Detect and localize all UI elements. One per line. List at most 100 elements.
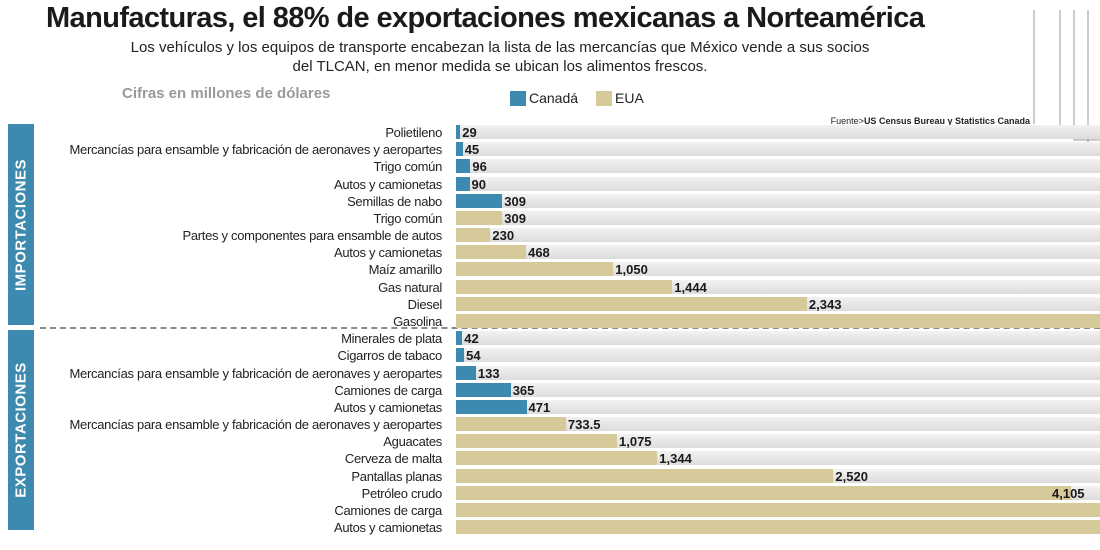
- bar: [456, 210, 503, 225]
- bar-label: Camiones de carga: [334, 382, 442, 398]
- source-prefix: Fuente>: [830, 116, 864, 126]
- chart-row: Mercancías para ensamble y fabricación d…: [0, 141, 1100, 158]
- bar: [456, 399, 527, 414]
- chart-row: Petróleo crudo 4,105: [0, 485, 1100, 502]
- bar-label: Petróleo crudo: [361, 485, 443, 501]
- chart-row: Autos y camionetas 468: [0, 244, 1100, 261]
- bar-track: [456, 434, 1100, 449]
- bar: [456, 520, 1100, 535]
- bar-label: Autos y camionetas: [333, 245, 442, 261]
- data-label: 309: [504, 193, 526, 209]
- bar-track: [456, 245, 1100, 260]
- bar-label: Autos y camionetas: [333, 176, 442, 192]
- bar: [456, 365, 476, 380]
- bar: [456, 485, 1071, 500]
- page-title: Manufacturas, el 88% de exportaciones me…: [46, 2, 925, 34]
- data-label: 42: [464, 331, 479, 347]
- bar: [456, 434, 617, 449]
- bar-label: Trigo común: [373, 210, 443, 226]
- bar: [456, 331, 463, 346]
- source-note: Fuente>US Census Bureau y Statistics Can…: [831, 116, 1030, 126]
- chart-row: Autos y camionetas: [0, 519, 1100, 536]
- bar-label: Aguacates: [383, 434, 442, 450]
- bar: [456, 159, 471, 174]
- chart-row: Autos y camionetas 90: [0, 176, 1100, 193]
- chart-row: Pantallas planas 2,520: [0, 468, 1100, 485]
- data-label: 90: [471, 176, 486, 192]
- bar-track: [456, 331, 1100, 346]
- chart-row: Diesel 2,343: [0, 296, 1100, 313]
- bar-label: Semillas de nabo: [347, 193, 442, 209]
- data-label: 133: [477, 365, 500, 381]
- data-label: 230: [492, 228, 515, 244]
- chart-row: Camiones de carga 365: [0, 382, 1100, 399]
- source-name: US Census Bureau y Statistics Canada: [863, 116, 1030, 126]
- chart-row: Maíz amarillo 1,050: [0, 261, 1100, 278]
- bar-label: Mercancías para ensamble y fabricación d…: [69, 142, 443, 158]
- bar: [456, 348, 465, 363]
- legend-label-eua: EUA: [615, 90, 644, 106]
- bar-label: Mercancías para ensamble y fabricación d…: [69, 417, 443, 433]
- bar-track: [456, 382, 1100, 397]
- chart-row: Minerales de plata 42: [0, 330, 1100, 347]
- bar-label: Polietileno: [385, 125, 442, 140]
- chart-row: Aguacates 1,075: [0, 433, 1100, 450]
- bar-label: Autos y camionetas: [333, 520, 442, 536]
- bar-label: Cerveza de malta: [344, 451, 442, 467]
- legend-label-canada: Canadá: [529, 90, 579, 106]
- bar-track: [456, 348, 1100, 363]
- chart-row: Gas natural 1,444: [0, 279, 1100, 296]
- bar: [456, 296, 807, 311]
- page-subtitle: Los vehículos y los equipos de transport…: [60, 38, 940, 76]
- bar: [456, 228, 491, 243]
- legend-swatch-canada: [510, 91, 526, 106]
- legend-item-eua: EUA: [596, 90, 644, 106]
- section-tab-importaciones: IMPORTACIONES: [8, 124, 34, 325]
- section-tab-exportaciones: EXPORTACIONES: [8, 330, 34, 530]
- legend-item-canada: Canadá: [510, 90, 578, 106]
- bar-track: [456, 262, 1100, 277]
- bar-label: Trigo común: [373, 159, 443, 175]
- data-label: 2,343: [808, 296, 842, 312]
- chart-row: Partes y componentes para ensamble de au…: [0, 227, 1100, 244]
- bar: [456, 417, 566, 432]
- chart-row: Mercancías para ensamble y fabricación d…: [0, 416, 1100, 433]
- bar: [456, 314, 1100, 328]
- chart-row: Cigarros de tabaco 54: [0, 347, 1100, 364]
- data-label: 471: [528, 399, 551, 415]
- subtitle-line-1: Los vehículos y los equipos de transport…: [130, 39, 870, 56]
- data-label: 733.5: [567, 417, 601, 433]
- data-label: 4,105: [1052, 485, 1085, 501]
- bar: [456, 503, 1100, 517]
- bar: [456, 176, 470, 191]
- bar: [456, 125, 461, 139]
- subtitle-line-2: del TLCAN, en menor medida se ubican los…: [292, 58, 708, 75]
- bar-label: Autos y camionetas: [333, 399, 442, 415]
- bar-label: Gasolina: [393, 314, 442, 329]
- chart-row: Trigo común 96: [0, 158, 1100, 175]
- data-label: 29: [462, 125, 477, 140]
- bar-track: [456, 228, 1100, 243]
- bar-track: [456, 417, 1100, 432]
- bar-track: [456, 193, 1100, 208]
- bar-label: Partes y componentes para ensamble de au…: [182, 228, 442, 244]
- chart-row: Autos y camionetas 471: [0, 399, 1100, 416]
- bar: [456, 279, 673, 294]
- bar: [456, 193, 503, 208]
- bar-track: [456, 210, 1100, 225]
- bar-label: Cigarros de tabaco: [337, 348, 443, 364]
- data-label: 1,075: [619, 434, 652, 450]
- data-label: 54: [466, 348, 481, 364]
- bar-label: Maíz amarillo: [368, 262, 443, 278]
- bar-track: [456, 176, 1100, 191]
- data-label: 1,050: [615, 262, 648, 278]
- bar: [456, 142, 463, 157]
- chart-row: Polietileno 29: [0, 124, 1100, 141]
- bar-label: Gas natural: [378, 279, 442, 295]
- bar-track: [456, 142, 1100, 157]
- data-label: 1,344: [659, 451, 692, 467]
- chart-row: Semillas de nabo 309: [0, 193, 1100, 210]
- bar: [456, 262, 614, 277]
- bar-track: [456, 399, 1100, 414]
